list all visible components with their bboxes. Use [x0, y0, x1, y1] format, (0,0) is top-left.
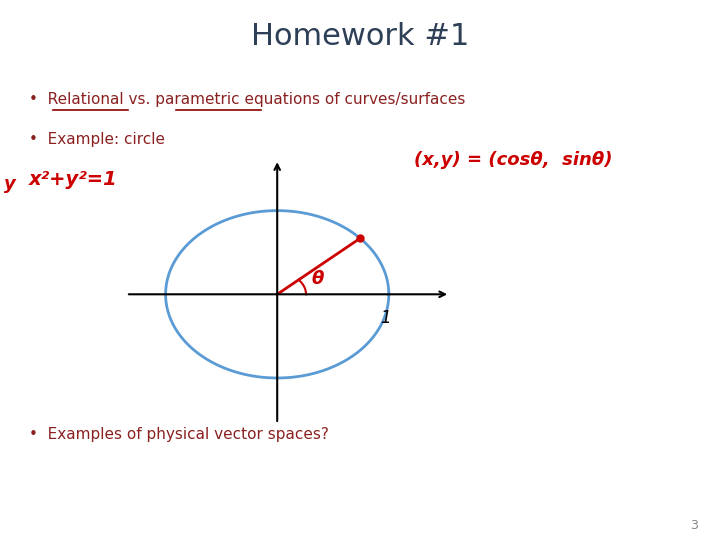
- Text: Homework #1: Homework #1: [251, 22, 469, 51]
- Text: •  Examples of physical vector spaces?: • Examples of physical vector spaces?: [29, 427, 328, 442]
- Text: 3: 3: [690, 519, 698, 532]
- Text: •  Example: circle: • Example: circle: [29, 132, 165, 147]
- Text: y: y: [4, 174, 15, 193]
- Text: •  Relational vs. parametric equations of curves/surfaces: • Relational vs. parametric equations of…: [29, 92, 465, 107]
- Text: θ: θ: [312, 270, 324, 288]
- Text: x²+y²=1: x²+y²=1: [29, 170, 117, 189]
- Text: 1: 1: [380, 309, 390, 327]
- Text: (x,y) = (cosθ,  sinθ): (x,y) = (cosθ, sinθ): [414, 151, 613, 169]
